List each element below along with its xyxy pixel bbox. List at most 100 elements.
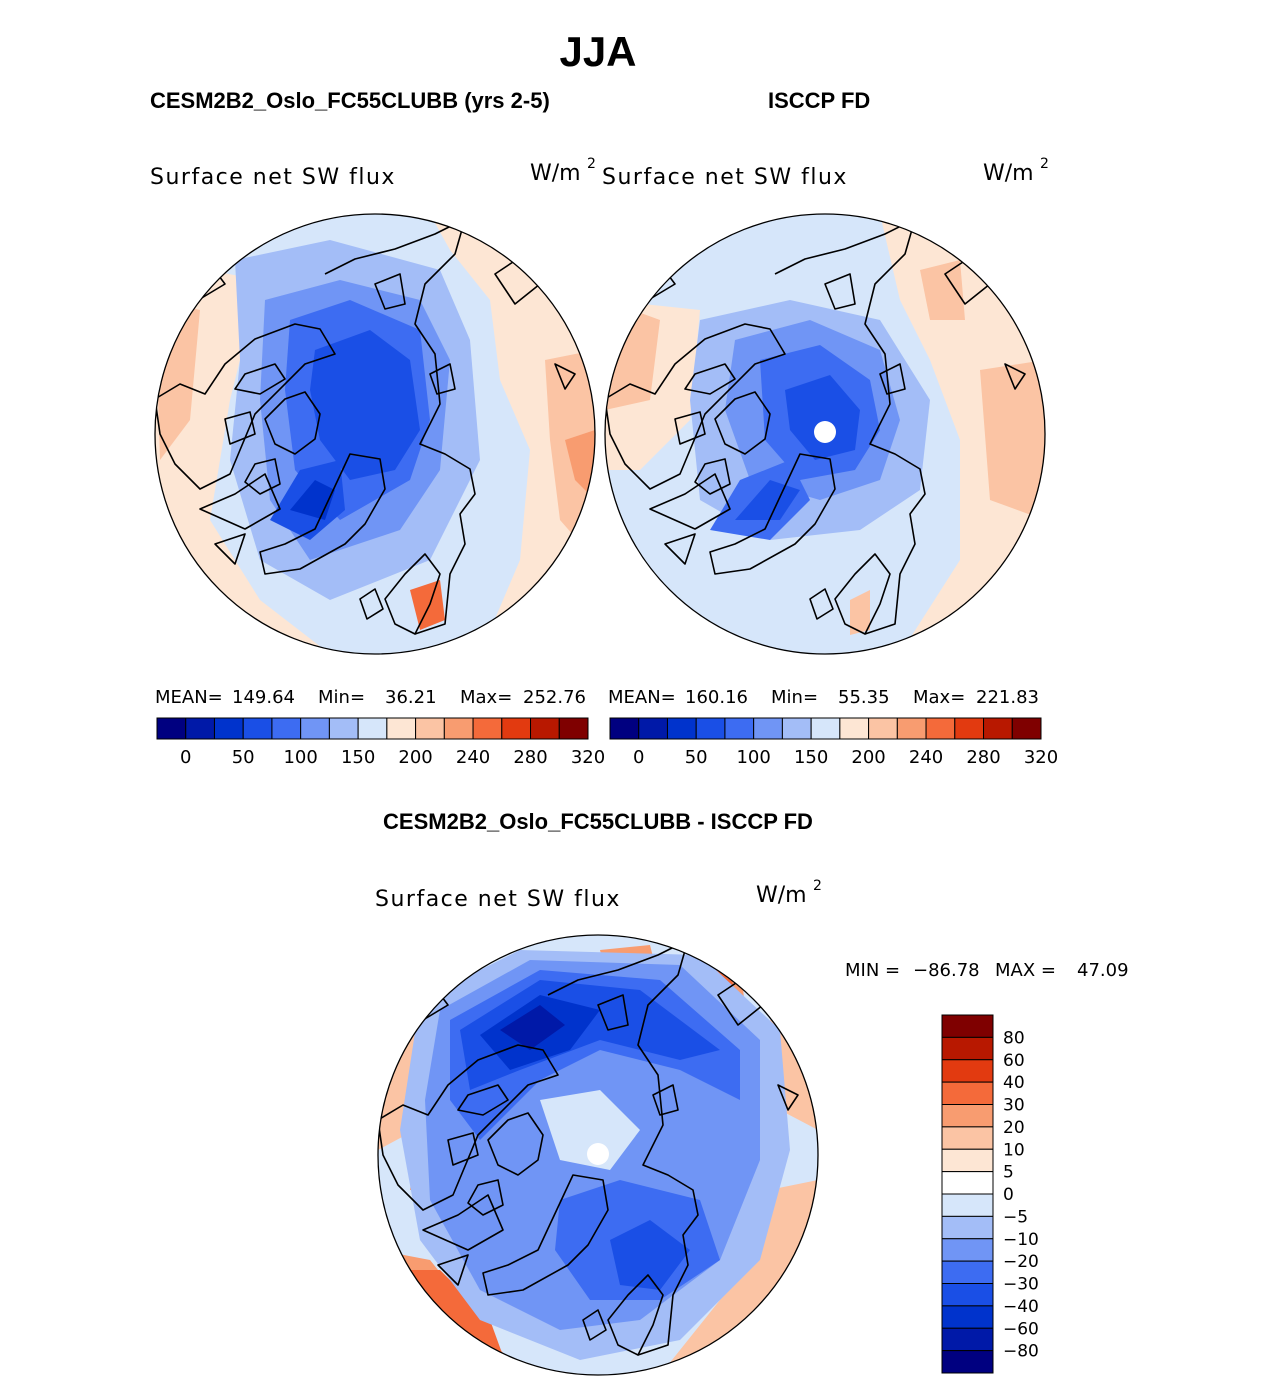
colorbar-tick-label: 150 [341, 747, 375, 768]
colorbar-tick-label: 100 [283, 747, 317, 768]
colorbar-tick-label: 80 [1003, 1028, 1025, 1048]
colorbar-swatch [530, 717, 560, 740]
variable-label: Surface net SW flux [602, 165, 848, 190]
units-base: W/m [756, 883, 807, 908]
colorbar-tick-label: 200 [851, 747, 885, 768]
variable-label: Surface net SW flux [375, 887, 621, 912]
colorbar-tick-label: 280 [966, 747, 1000, 768]
colorbar-swatch [925, 717, 956, 740]
colorbar-swatch [954, 717, 985, 740]
max-value: 47.09 [1077, 960, 1129, 981]
colorbar-tick-label: 50 [685, 747, 708, 768]
colorbar-swatch [941, 1081, 994, 1105]
colorbar-swatch [185, 717, 215, 740]
polar-map [155, 214, 595, 654]
colorbar-swatch [213, 717, 244, 740]
units-exponent: 2 [587, 156, 596, 172]
colorbar-tick-label: 100 [736, 747, 770, 768]
colorbar-tick-label: −10 [1003, 1230, 1039, 1250]
colorbar-swatch [415, 717, 445, 740]
colorbar-tick-label: 240 [456, 747, 490, 768]
colorbar-tick-label: 320 [571, 747, 605, 768]
colorbar-swatch [941, 1305, 994, 1329]
mean-value: 160.16 [685, 687, 748, 708]
colorbar-swatch [983, 717, 1013, 740]
units-label: W/m 2 [983, 156, 1049, 186]
max-value: 252.76 [523, 687, 586, 708]
units-label: W/m 2 [756, 878, 822, 908]
panel-title: CESM2B2_Oslo_FC55CLUBB - ISCCP FD [383, 809, 813, 834]
mean-label: MEAN= [608, 687, 676, 708]
colorbar-tick-label: 0 [180, 747, 191, 768]
colorbar-swatch [242, 717, 273, 740]
colorbar-swatch [941, 1215, 994, 1240]
colorbar-swatch [941, 1193, 994, 1217]
colorbar-tick-label: 0 [633, 747, 644, 768]
colorbar-swatch [271, 717, 302, 740]
colorbar-swatch [941, 1014, 994, 1038]
colorbar-swatch [386, 717, 417, 740]
colorbar-tick-label: 150 [794, 747, 828, 768]
colorbar-swatch [443, 717, 474, 740]
max-label: MAX = [995, 960, 1056, 981]
panel-difference: CESM2B2_Oslo_FC55CLUBB - ISCCP FD Surfac… [375, 809, 1129, 1376]
panel-observation: ISCCP FD Surface net SW flux W/m 2 MEAN=… [602, 88, 1058, 768]
colorbar-tick-label: −60 [1003, 1319, 1039, 1339]
min-value: 55.35 [838, 687, 890, 708]
mean-value: 149.64 [232, 687, 295, 708]
colorbar-swatch [941, 1260, 994, 1284]
min-label: Min= [318, 687, 365, 708]
polar-map [378, 935, 818, 1375]
min-value: −86.78 [913, 960, 980, 981]
colorbar-swatch [941, 1238, 994, 1262]
colorbar-swatch [609, 717, 640, 740]
missing-data-pole [587, 1143, 609, 1165]
colorbar-swatch [753, 717, 783, 740]
colorbar-swatch [300, 717, 330, 740]
colorbar-tick-label: 280 [513, 747, 547, 768]
polar-map [605, 214, 1045, 654]
min-value: 36.21 [385, 687, 437, 708]
colorbar-tick-label: 200 [398, 747, 432, 768]
colorbar-swatch [638, 717, 668, 740]
colorbar-tick-label: 60 [1003, 1051, 1025, 1071]
colorbar-swatch [357, 717, 388, 740]
max-value: 221.83 [976, 687, 1039, 708]
max-label: Max= [913, 687, 965, 708]
mean-label: MEAN= [155, 687, 223, 708]
colorbar-swatch [941, 1350, 994, 1374]
colorbar-tick-label: 40 [1003, 1073, 1025, 1093]
colorbar-swatch [1011, 717, 1042, 740]
variable-label: Surface net SW flux [150, 165, 396, 190]
colorbar-swatch [695, 717, 726, 740]
units-base: W/m [983, 161, 1034, 186]
colorbar-tick-label: 320 [1024, 747, 1058, 768]
colorbar-swatch [941, 1059, 994, 1083]
colorbar-tick-label: 0 [1003, 1185, 1014, 1205]
colorbar-swatch [666, 717, 697, 740]
missing-data-pole [814, 421, 836, 443]
colorbar-tick-label: −5 [1003, 1207, 1028, 1227]
colorbar-swatch [501, 717, 532, 740]
colorbar-swatch [941, 1126, 994, 1150]
colorbar-swatch [896, 717, 927, 740]
colorbar-swatch [781, 717, 812, 740]
page-title: JJA [559, 28, 636, 75]
colorbar-tick-label: −40 [1003, 1297, 1039, 1317]
colorbar-tick-label: 240 [909, 747, 943, 768]
panel-title: CESM2B2_Oslo_FC55CLUBB (yrs 2-5) [150, 88, 550, 113]
colorbar-swatch [941, 1283, 994, 1307]
colorbar-tick-label: 10 [1003, 1140, 1025, 1160]
colorbar-tick-label: 50 [232, 747, 255, 768]
colorbar-swatch [839, 717, 870, 740]
colorbar: 0 50 100 150 200 240 280 320 [609, 717, 1058, 768]
colorbar-tick-label: −80 [1003, 1342, 1039, 1362]
colorbar-swatch [941, 1036, 994, 1061]
colorbar-swatch [810, 717, 841, 740]
units-base: W/m [530, 161, 581, 186]
colorbar-tick-label: 5 [1003, 1163, 1014, 1183]
colorbar-swatch [156, 717, 187, 740]
colorbar-tick-label: 30 [1003, 1096, 1025, 1116]
